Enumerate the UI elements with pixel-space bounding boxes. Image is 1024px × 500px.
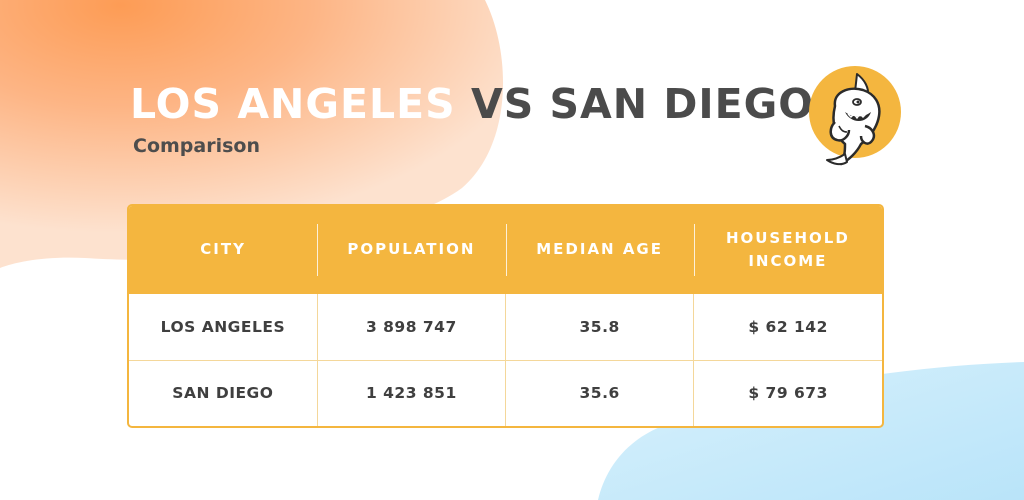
cell-household-income: $ 62 142 — [693, 294, 882, 360]
cell-city: SAN DIEGO — [129, 359, 318, 426]
title-city-two: VS SAN DIEGO — [470, 80, 815, 128]
header-city: CITY — [200, 240, 246, 259]
cell-population: 3 898 747 — [316, 294, 506, 360]
table-row: LOS ANGELES 3 898 747 35.8 $ 62 142 — [129, 294, 882, 360]
cell-city: LOS ANGELES — [160, 317, 286, 336]
header-population: POPULATION — [317, 206, 505, 294]
page-subtitle: Comparison — [133, 135, 260, 157]
cell-median-age: 35.8 — [504, 294, 694, 360]
comparison-table: CITY POPULATION MEDIAN AGE HOUSEHOLD INC… — [127, 204, 884, 428]
page-title: LOS ANGELES VS SAN DIEGO — [130, 80, 814, 128]
cell-household-income: $ 79 673 — [693, 359, 882, 426]
table-header-row: CITY POPULATION MEDIAN AGE HOUSEHOLD INC… — [129, 206, 882, 294]
header-household-income: HOUSEHOLD INCOME — [693, 206, 882, 294]
title-city-one: LOS ANGELES — [130, 80, 456, 128]
table-row: SAN DIEGO 1 423 851 35.6 $ 79 673 — [129, 359, 882, 426]
cell-median-age: 35.6 — [504, 359, 694, 426]
orange-blob — [0, 0, 504, 268]
shark-mascot-icon — [809, 66, 901, 166]
header-median-age: MEDIAN AGE — [505, 206, 694, 294]
blue-blob — [598, 362, 1024, 500]
cell-population: 1 423 851 — [316, 359, 506, 426]
